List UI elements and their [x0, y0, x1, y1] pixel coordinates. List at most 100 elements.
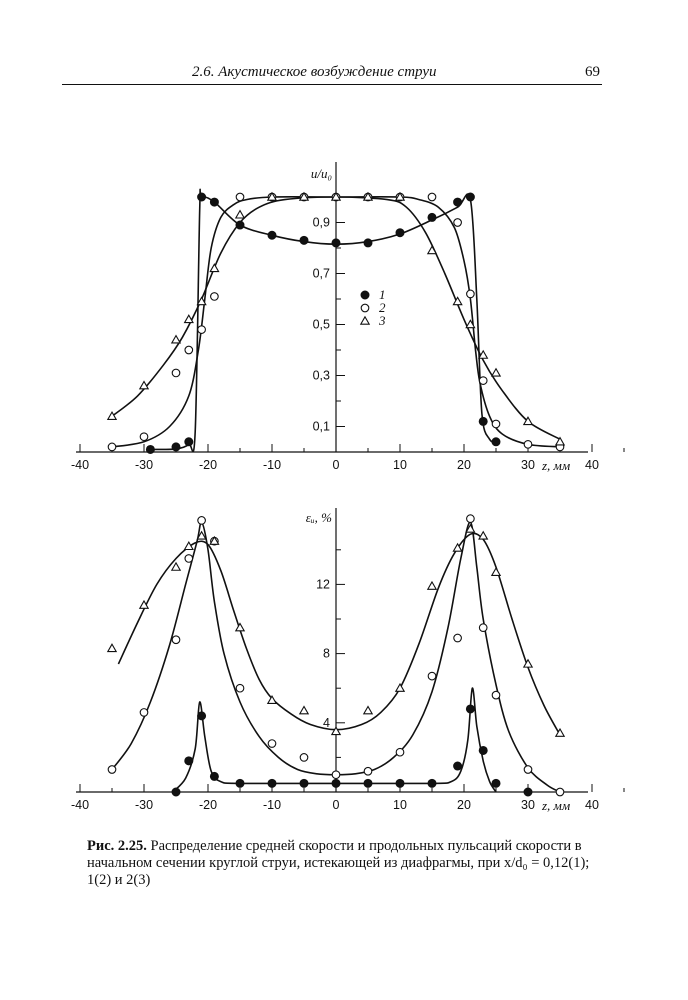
- data-point-triangle: [522, 658, 534, 668]
- x-tick-label: 20: [457, 458, 471, 472]
- y-tick-label: 0,9: [313, 216, 330, 230]
- legend-label: 3: [378, 313, 386, 328]
- data-point-open-circle: [491, 419, 501, 429]
- series-1-curve: [150, 188, 500, 453]
- y-tick-label: 0,1: [313, 420, 330, 434]
- data-point-open-circle: [466, 514, 475, 524]
- data-point-filled-circle: [478, 745, 488, 755]
- data-point-open-circle: [139, 708, 149, 717]
- data-point-open-circle: [555, 787, 565, 797]
- data-point-open-circle: [184, 554, 194, 563]
- x-axis-label: z, мм: [541, 798, 570, 813]
- data-point-filled-circle: [491, 437, 501, 447]
- data-point-triangle: [266, 695, 278, 705]
- series-1-curve: [172, 687, 497, 793]
- data-point-triangle: [522, 416, 534, 426]
- x-tick-label: -10: [263, 458, 281, 472]
- y-axis-label: u/u₀: [311, 166, 332, 181]
- data-point-filled-circle: [331, 238, 341, 248]
- data-point-filled-circle: [184, 437, 194, 447]
- x-tick-label: 30: [521, 798, 535, 812]
- data-point-triangle: [362, 191, 374, 201]
- x-tick-label: 10: [393, 458, 407, 472]
- data-point-triangle: [452, 296, 463, 306]
- caption-text: Распределение средней скорости и продоль…: [87, 838, 590, 888]
- y-tick-label: 0,5: [313, 318, 330, 332]
- x-tick-label: -20: [199, 458, 217, 472]
- series-3-curve: [117, 532, 561, 736]
- pulsation-plot: -40 -30 -20 -10 0 10 20 30 40 4 8 12 z, мм εᵤ, %: [71, 508, 625, 813]
- data-point-triangle: [170, 334, 182, 344]
- legend-label: 2: [379, 300, 386, 315]
- data-point-open-circle: [331, 770, 341, 780]
- data-point-triangle: [554, 727, 566, 737]
- data-point-filled-circle: [465, 704, 475, 714]
- data-point-triangle: [394, 682, 406, 692]
- data-point-filled-circle: [491, 778, 501, 788]
- data-point-triangle: [234, 622, 246, 632]
- data-point-triangle: [106, 643, 118, 653]
- data-point-filled-circle: [171, 442, 181, 452]
- data-point-filled-circle: [171, 787, 181, 797]
- data-point-triangle: [490, 367, 502, 377]
- data-point-filled-circle: [453, 761, 463, 771]
- section-title: 2.6. Акустическое возбуждение струи: [192, 64, 437, 80]
- data-point-open-circle: [427, 671, 437, 681]
- data-point-filled-circle: [523, 787, 533, 797]
- data-point-triangle: [478, 530, 489, 540]
- data-point-filled-circle: [235, 220, 245, 230]
- data-point-filled-circle: [427, 778, 437, 788]
- data-point-triangle: [209, 263, 220, 273]
- data-point-triangle: [330, 191, 342, 201]
- y-axis-label: εᵤ, %: [306, 510, 332, 525]
- data-point-triangle: [234, 209, 246, 219]
- x-tick-label: 30: [521, 458, 535, 472]
- data-point-open-circle: [197, 325, 206, 334]
- data-point-triangle: [362, 705, 374, 715]
- data-point-triangle: [330, 726, 342, 736]
- data-point-open-circle: [478, 376, 488, 385]
- data-point-open-circle: [427, 192, 437, 202]
- data-point-triangle: [298, 191, 310, 201]
- x-tick-label: -10: [263, 798, 281, 812]
- data-point-open-circle: [235, 192, 245, 202]
- data-point-filled-circle: [395, 228, 405, 238]
- data-point-filled-circle: [478, 416, 488, 426]
- data-point-triangle: [209, 535, 220, 545]
- x-tick-label: 10: [393, 798, 407, 812]
- data-point-triangle: [138, 380, 150, 390]
- data-point-open-circle: [523, 440, 533, 449]
- data-point-filled-circle: [331, 778, 341, 788]
- data-point-filled-circle: [465, 192, 475, 202]
- data-point-filled-circle: [363, 778, 373, 788]
- page-number: 69: [585, 64, 600, 80]
- data-point-open-circle: [453, 633, 462, 643]
- y-tick-label: 8: [323, 647, 330, 661]
- data-point-filled-circle: [395, 778, 405, 788]
- data-point-open-circle: [299, 753, 309, 762]
- data-point-open-circle: [197, 516, 206, 525]
- data-point-triangle: [359, 315, 371, 325]
- data-point-triangle: [426, 580, 438, 590]
- x-tick-label: -30: [135, 458, 153, 472]
- data-point-triangle: [106, 410, 118, 421]
- x-tick-label: 0: [333, 458, 340, 472]
- data-point-filled-circle: [453, 197, 463, 207]
- y-tick-label: 4: [323, 716, 330, 730]
- data-point-filled-circle: [299, 778, 309, 788]
- data-point-triangle: [196, 296, 207, 306]
- data-point-open-circle: [107, 442, 117, 452]
- y-tick-label: 0,7: [313, 267, 330, 281]
- figure-2-25: -40 -30 -20 -10 0 10 20 30 400,10,30,50,70,9z, м…: [71, 162, 625, 813]
- data-point-triangle: [478, 349, 489, 359]
- data-point-open-circle: [478, 623, 488, 633]
- x-tick-label: -30: [135, 798, 153, 812]
- data-point-filled-circle: [235, 778, 245, 788]
- data-point-filled-circle: [209, 197, 219, 207]
- data-point-open-circle: [235, 683, 245, 693]
- data-point-filled-circle: [360, 290, 370, 300]
- data-point-open-circle: [171, 635, 181, 645]
- data-point-open-circle: [107, 765, 117, 774]
- data-point-open-circle: [171, 368, 181, 378]
- x-tick-label: -40: [71, 458, 89, 472]
